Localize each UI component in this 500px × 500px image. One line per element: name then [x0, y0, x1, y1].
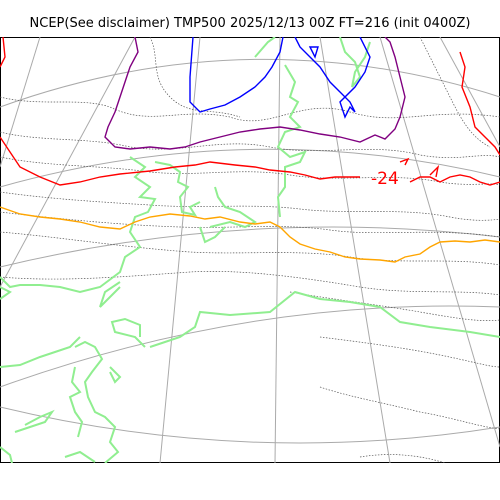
map-title: NCEP(See disclaimer) TMP500 2025/12/13 0…	[29, 16, 471, 31]
latlon-grid	[0, 37, 500, 463]
contour-label-minus24: -24	[371, 169, 399, 189]
isotherm-minus24	[0, 37, 500, 186]
temperature-map: -24	[0, 37, 500, 463]
isotherm-purple	[104, 37, 406, 150]
coastlines	[0, 37, 500, 463]
isotherm-blue	[189, 37, 371, 119]
isotherm-warm	[0, 206, 500, 263]
